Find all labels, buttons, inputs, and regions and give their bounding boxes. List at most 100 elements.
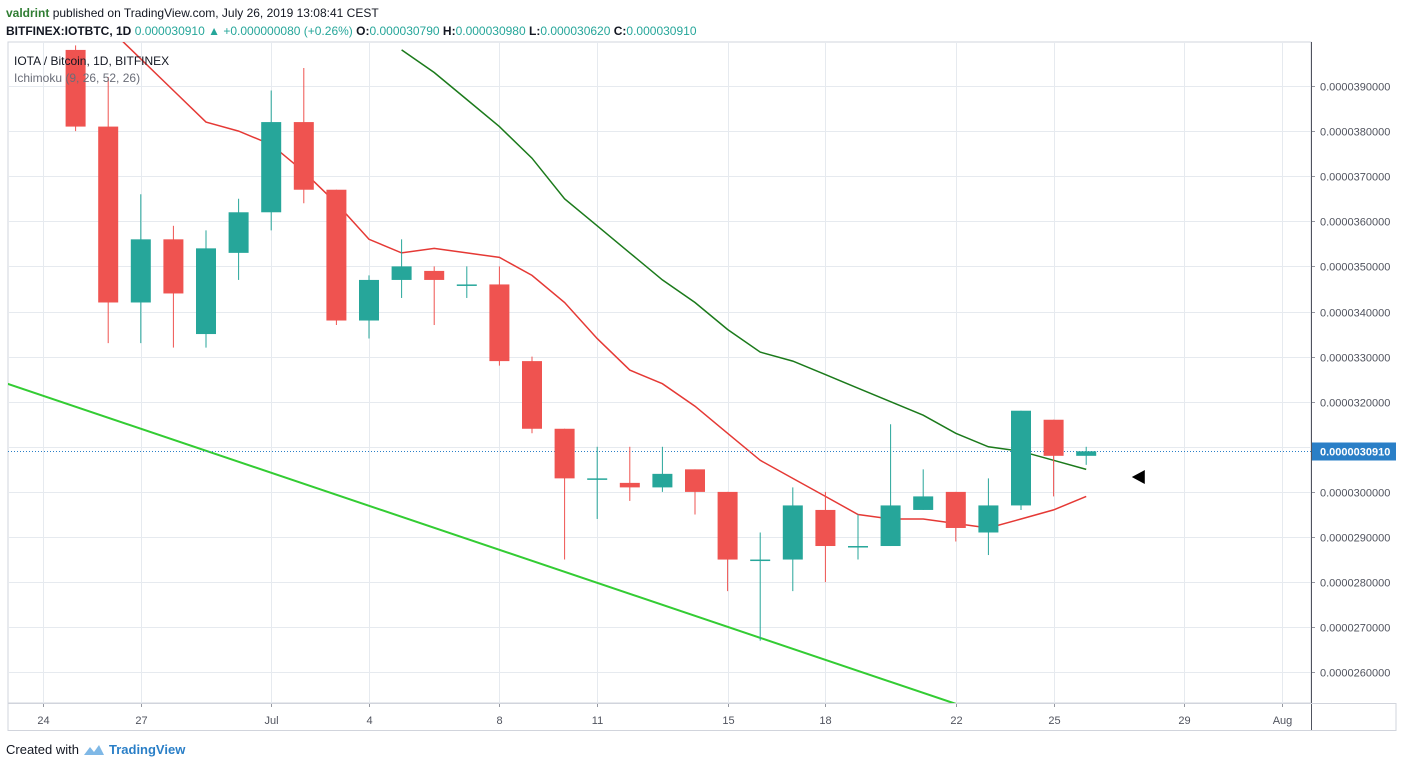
ticker-symbol: BITFINEX:IOTBTC, 1D (6, 24, 132, 38)
support-trendline (8, 382, 957, 703)
candle-body (130, 239, 151, 303)
x-tick-label: 8 (496, 715, 502, 727)
tradingview-logo-icon (83, 744, 104, 755)
candle-body (554, 428, 575, 479)
last-price-tag-label: 0.0000030910 (1320, 447, 1390, 459)
candle (945, 491, 966, 542)
low-label: L: (529, 24, 541, 38)
candle-body (522, 361, 542, 429)
close-label: C: (613, 24, 627, 38)
grid (7, 41, 1312, 704)
publish-line: valdrint published on TradingView.com, J… (6, 4, 697, 22)
x-tick-label: 25 (1048, 715, 1060, 727)
candle-body (782, 505, 803, 560)
candle (293, 67, 314, 204)
candle (1076, 446, 1097, 465)
close-value: 0.000030910 (626, 24, 697, 38)
chart-header: valdrint published on TradingView.com, J… (6, 4, 697, 40)
candle (978, 478, 999, 556)
candle-body (98, 126, 119, 303)
y-tick-label: 0.0000300000 (1320, 488, 1390, 500)
candle (717, 491, 738, 592)
candle-body (880, 505, 901, 547)
x-tick-label: 27 (135, 715, 147, 727)
candle (98, 76, 119, 344)
candle-body (619, 482, 640, 488)
candle (489, 266, 510, 366)
candle-body (1043, 419, 1064, 456)
candle-body (163, 239, 184, 294)
up-arrow-icon: ▲ (208, 24, 220, 38)
candle (261, 90, 282, 231)
axes-layer: 0.0000390000 0.0000380000 0.0000370000 0.00… (7, 42, 1397, 731)
last-price-tag (1312, 442, 1396, 461)
footer: Created with TradingView (6, 742, 185, 757)
high-value: 0.000030980 (455, 24, 526, 38)
trendline-layer (8, 382, 957, 703)
candle-body (326, 189, 347, 321)
candle (326, 189, 347, 326)
candle-body (978, 505, 999, 533)
y-tick-label: 0.0000350000 (1320, 262, 1390, 274)
candle (750, 532, 771, 641)
x-tick-label: 22 (950, 715, 962, 727)
candle (554, 428, 575, 560)
candle-body (1076, 451, 1097, 456)
y-tick-label: 0.0000280000 (1320, 578, 1390, 590)
candle-body (587, 478, 608, 480)
candle-body (65, 49, 86, 127)
x-tick-label: 24 (37, 715, 49, 727)
x-tick-label: 29 (1178, 715, 1190, 727)
y-tick-label: 0.0000390000 (1320, 82, 1390, 94)
candle (359, 275, 379, 339)
low-value: 0.000030620 (540, 24, 611, 38)
x-tick-label: Jul (264, 715, 278, 727)
candle (196, 230, 216, 348)
candle (880, 424, 901, 547)
candle-body (815, 509, 836, 547)
candle-body (228, 212, 249, 253)
candle-body (913, 496, 934, 510)
candle (456, 266, 477, 298)
y-tick-label: 0.0000270000 (1320, 623, 1390, 635)
open-value: 0.000030790 (369, 24, 440, 38)
candle (782, 487, 803, 592)
ohlc-line: BITFINEX:IOTBTC, 1D 0.000030910 ▲ +0.000… (6, 22, 697, 40)
y-tick-label: 0.0000340000 (1320, 308, 1390, 320)
candle (228, 198, 249, 280)
candle (652, 446, 673, 492)
candle-body (717, 491, 738, 560)
y-tick-label: 0.0000370000 (1320, 172, 1390, 184)
last-price: 0.000030910 (134, 24, 205, 38)
candle-body (261, 122, 282, 213)
candle-body (424, 270, 445, 280)
candle-body (456, 284, 477, 286)
candle (1011, 410, 1031, 510)
y-tick-label: 0.0000330000 (1320, 353, 1390, 365)
candle-body (489, 284, 510, 362)
x-tick-label: 4 (366, 715, 372, 727)
y-tick-label: 0.0000360000 (1320, 217, 1390, 229)
open-label: O: (356, 24, 370, 38)
arrow-marker-icon (1131, 470, 1145, 485)
x-axis-frame (7, 703, 1397, 731)
legend-indicator: Ichimoku (9, 26, 52, 26) (14, 71, 140, 85)
candle (815, 491, 836, 583)
candle (587, 446, 608, 519)
candle-body (391, 266, 412, 280)
y-tick-label: 0.0000320000 (1320, 398, 1390, 410)
plot-area (7, 41, 1312, 704)
candle-body (196, 248, 216, 335)
candle (913, 469, 934, 510)
candle-body (945, 491, 966, 528)
candle-body (750, 559, 771, 562)
x-tick-label: 18 (819, 715, 831, 727)
author-name[interactable]: valdrint (6, 6, 50, 20)
candle-body (1011, 410, 1031, 506)
candle (1043, 419, 1064, 497)
candles-layer (65, 45, 1097, 641)
tradingview-brand[interactable]: TradingView (108, 742, 186, 757)
candle-body (848, 546, 868, 548)
candle-body (685, 469, 705, 492)
